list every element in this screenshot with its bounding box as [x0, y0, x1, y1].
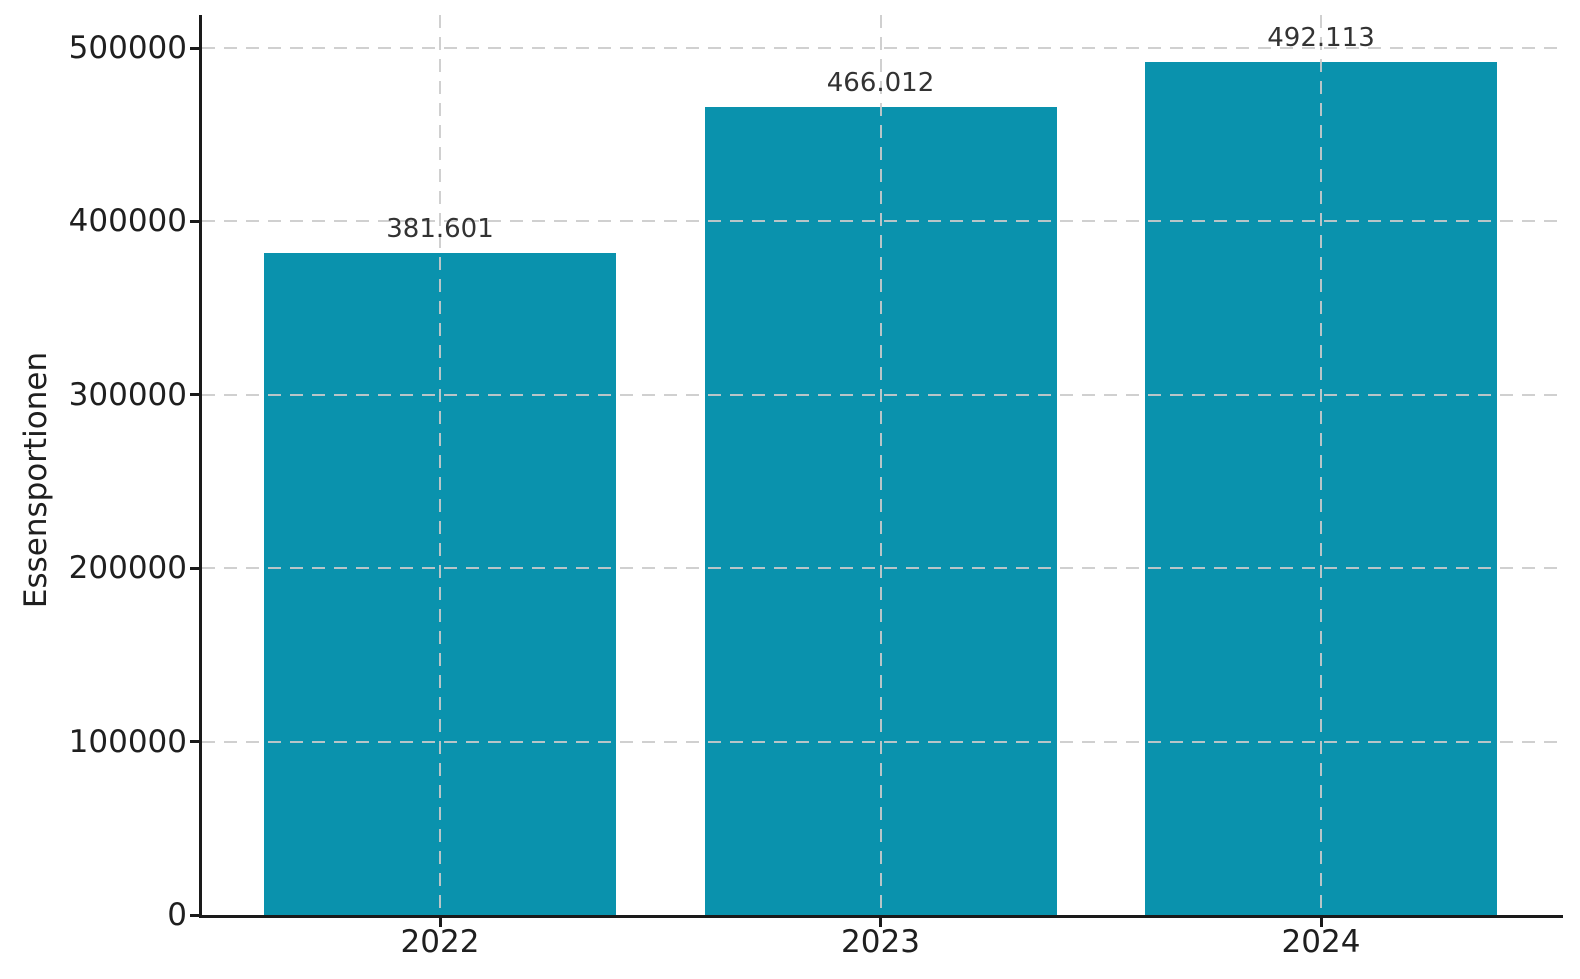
- x-tick-label: 2022: [400, 924, 480, 960]
- x-tick-mark: [879, 915, 882, 927]
- x-axis-spine: [199, 915, 1563, 918]
- y-tick-label: 200000: [68, 550, 187, 587]
- gridline-horizontal: [202, 220, 1563, 223]
- x-tick-mark: [438, 915, 442, 927]
- gridline-vertical: [1320, 15, 1322, 915]
- y-tick-label: 400000: [68, 203, 187, 240]
- y-tick-mark: [190, 46, 202, 50]
- y-axis-spine: [199, 15, 202, 918]
- gridline-horizontal: [202, 740, 1563, 743]
- x-tick-mark: [1319, 915, 1323, 927]
- gridline-vertical: [879, 15, 882, 915]
- y-tick-label: 0: [167, 897, 187, 933]
- y-tick-mark: [190, 740, 202, 744]
- gridline-horizontal: [202, 567, 1563, 570]
- y-tick-mark: [190, 219, 202, 223]
- y-tick-label: 100000: [68, 723, 187, 760]
- bar-value-label: 466.012: [826, 67, 935, 98]
- x-tick-label: 2023: [841, 924, 920, 960]
- bar-value-label: 492.113: [1267, 22, 1375, 53]
- gridline-vertical: [439, 15, 441, 915]
- y-tick-mark: [190, 393, 202, 397]
- y-tick-mark: [190, 913, 202, 917]
- y-tick-label: 300000: [68, 376, 187, 413]
- gridline-horizontal: [202, 47, 1563, 49]
- y-tick-label: 500000: [68, 30, 187, 66]
- y-tick-mark: [190, 566, 202, 570]
- gridline-horizontal: [202, 393, 1563, 396]
- bar-value-label: 381.601: [386, 214, 494, 245]
- x-tick-label: 2024: [1281, 924, 1361, 960]
